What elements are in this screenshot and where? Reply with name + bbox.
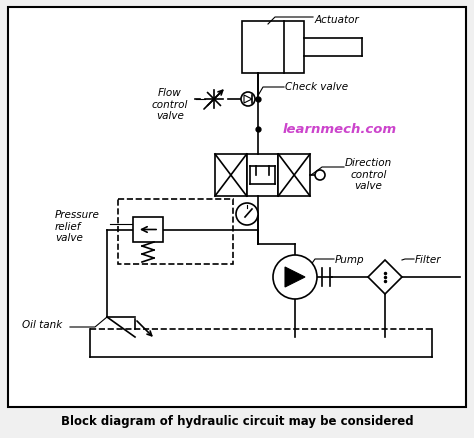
Text: Pressure
relief
valve: Pressure relief valve (55, 209, 100, 243)
Polygon shape (285, 267, 305, 287)
Bar (242, 22, 304, 74)
Text: Pump: Pump (335, 254, 365, 265)
Text: learnmech.com: learnmech.com (283, 123, 397, 136)
Text: Direction
control
valve: Direction control valve (345, 158, 392, 191)
Bar (215, 155, 246, 197)
Polygon shape (244, 96, 252, 104)
Text: Filter: Filter (415, 254, 441, 265)
Polygon shape (368, 261, 402, 294)
Circle shape (315, 171, 325, 180)
Bar (246, 155, 278, 197)
Bar (118, 200, 233, 265)
Bar (133, 218, 163, 243)
Text: Actuator: Actuator (315, 15, 360, 25)
Bar (278, 155, 310, 197)
Text: Check valve: Check valve (285, 82, 348, 92)
Text: Oil tank: Oil tank (22, 319, 62, 329)
Text: Block diagram of hydraulic circuit may be considered: Block diagram of hydraulic circuit may b… (61, 414, 413, 427)
Circle shape (241, 93, 255, 107)
Text: Flow
control
valve: Flow control valve (152, 88, 188, 121)
Circle shape (273, 255, 317, 299)
Circle shape (236, 204, 258, 226)
